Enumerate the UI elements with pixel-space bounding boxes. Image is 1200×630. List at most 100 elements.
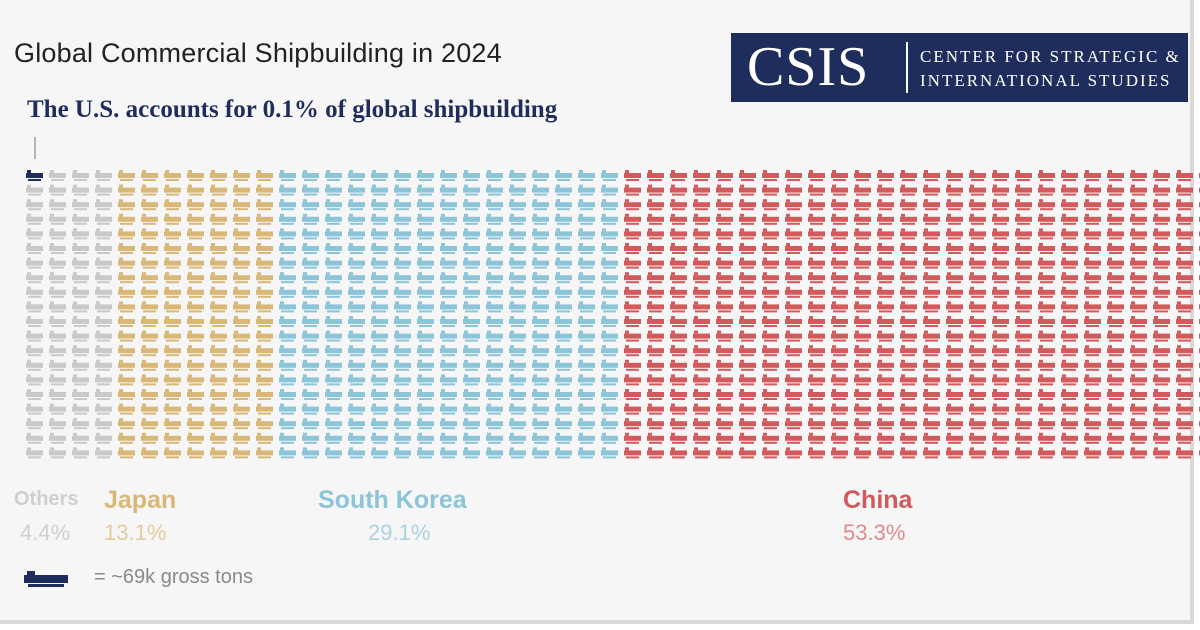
ship-icon-south-korea (348, 330, 365, 342)
ship-icon-china (1084, 403, 1101, 415)
ship-icon-china (1084, 228, 1101, 240)
ship-icon-china (923, 345, 940, 357)
ship-icon-south-korea (601, 389, 618, 400)
ship-icon-china (808, 272, 825, 284)
ship-icon-south-korea (302, 403, 319, 415)
ship-icon-china (1061, 447, 1078, 459)
ship-icon-south-korea (463, 257, 480, 269)
ship-icon-china (1038, 184, 1055, 196)
ship-icon-china (992, 447, 1009, 459)
ship-icon-china (1084, 301, 1101, 313)
ship-icon-china (1084, 199, 1101, 211)
ship-icon-south-korea (371, 432, 388, 444)
ship-icon-china (716, 228, 733, 240)
ship-icon-japan (210, 345, 227, 357)
ship-icon-south-korea (486, 184, 503, 196)
ship-icon-china (831, 345, 848, 357)
ship-icon-others (26, 418, 43, 430)
ship-icon-japan (210, 389, 227, 400)
ship-icon-south-korea (348, 345, 365, 357)
ship-icon-china (1130, 199, 1147, 211)
ship-icon-china (1061, 243, 1078, 254)
ship-icon-china (1084, 316, 1101, 327)
ship-icon-south-korea (440, 257, 457, 269)
ship-icon-china (716, 243, 733, 254)
ship-icon-china (670, 359, 687, 371)
ship-icon-south-korea (371, 286, 388, 298)
ship-icon-south-korea (417, 286, 434, 298)
ship-icon-japan (233, 170, 250, 181)
ship-icon-china (1130, 432, 1147, 444)
ship-icon-south-korea (532, 213, 549, 225)
ship-icon-china (992, 374, 1009, 386)
ship-icon-china (1107, 272, 1124, 284)
ship-icon-china (670, 447, 687, 459)
ship-icon-china (900, 359, 917, 371)
ship-icon-japan (256, 286, 273, 298)
ship-icon-japan (187, 184, 204, 196)
ship-icon-china (624, 359, 641, 371)
ship-icon-others (26, 213, 43, 225)
ship-icon-china (1107, 213, 1124, 225)
legend-label-china: China (843, 486, 913, 514)
ship-icon-japan (233, 432, 250, 444)
ship-icon-china (946, 257, 963, 269)
ship-icon-china (739, 316, 756, 327)
ship-icon-china (831, 170, 848, 181)
ship-icon-japan (141, 286, 158, 298)
ship-icon-china (785, 199, 802, 211)
ship-icon-south-korea (601, 447, 618, 459)
ship-icon-japan (118, 213, 135, 225)
ship-icon-china (1153, 272, 1170, 284)
ship-icon-japan (210, 228, 227, 240)
ship-icon-china (762, 170, 779, 181)
ship-icon-others (26, 199, 43, 211)
ship-icon-china (1176, 184, 1193, 196)
ship-icon-china (877, 286, 894, 298)
ship-icon-south-korea (325, 403, 342, 415)
ship-icon-south-korea (417, 374, 434, 386)
ship-icon-china (1038, 243, 1055, 254)
legend-value-south-korea: 29.1% (368, 520, 431, 545)
ship-icon-south-korea (302, 213, 319, 225)
ship-icon-china (1153, 243, 1170, 254)
ship-icon-china (854, 389, 871, 400)
ship-icon-south-korea (463, 301, 480, 313)
ship-icon-china (808, 330, 825, 342)
ship-icon-south-korea (463, 447, 480, 459)
ship-icon-china (1176, 447, 1193, 459)
ship-icon-china (992, 301, 1009, 313)
ship-icon-china (1015, 272, 1032, 284)
ship-icon-south-korea (394, 359, 411, 371)
ship-icon-china (624, 243, 641, 254)
ship-icon-china (900, 228, 917, 240)
ship-icon-south-korea (509, 199, 526, 211)
ship-icon-china (647, 374, 664, 386)
ship-icon-china (808, 359, 825, 371)
ship-icon-japan (233, 345, 250, 357)
ship-icon-china (900, 403, 917, 415)
ship-icon-china (1130, 359, 1147, 371)
ship-icon-china (992, 257, 1009, 269)
ship-icon-china (923, 389, 940, 400)
ship-icon-south-korea (279, 228, 296, 240)
ship-icon-south-korea (371, 330, 388, 342)
ship-icon-south-korea (509, 432, 526, 444)
ship-icon-south-korea (302, 170, 319, 181)
ship-icon-south-korea (371, 359, 388, 371)
ship-icon-south-korea (440, 228, 457, 240)
ship-icon-japan (118, 447, 135, 459)
ship-icon-japan (256, 301, 273, 313)
ship-icon-china (739, 286, 756, 298)
ship-icon-china (785, 418, 802, 430)
ship-icon-others (49, 345, 66, 357)
ship-icon-south-korea (348, 447, 365, 459)
ship-icon-china (716, 389, 733, 400)
ship-icon-south-korea (371, 272, 388, 284)
ship-icon-japan (256, 170, 273, 181)
ship-icon-china (1107, 301, 1124, 313)
ship-icon-china (693, 403, 710, 415)
ship-icon-china (670, 301, 687, 313)
ship-icon-china (831, 184, 848, 196)
ship-icon-china (1107, 418, 1124, 430)
